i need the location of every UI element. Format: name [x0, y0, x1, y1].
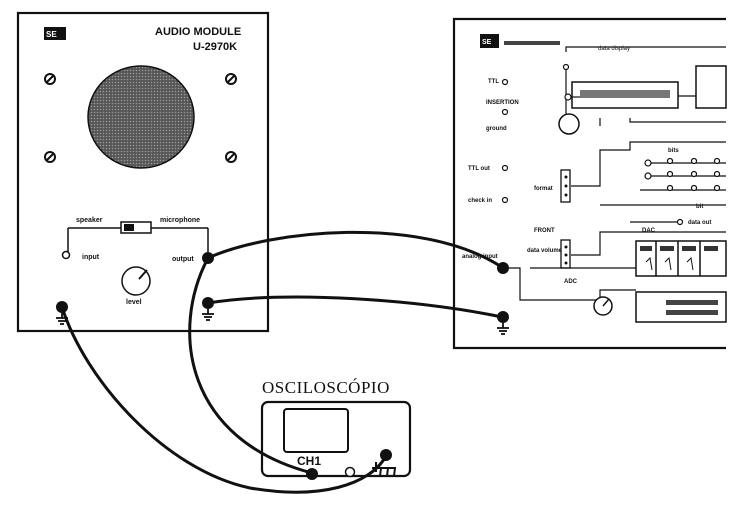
input-jack[interactable]	[61, 250, 71, 260]
switch-label-speaker: speaker	[76, 217, 103, 224]
dac-label: DAC	[642, 228, 656, 234]
bits-label: bits	[668, 148, 679, 154]
analog-input-label: analog input	[462, 254, 498, 260]
ttl-jack[interactable]	[501, 78, 509, 86]
oscilloscope-knob[interactable]	[344, 466, 356, 478]
ground-icon	[56, 313, 68, 325]
level-label: level	[126, 299, 142, 306]
analog-input-terminal[interactable]	[497, 262, 509, 274]
audio-module-panel: SE AUDIO MODULE U-2970K speaker micropho…	[16, 11, 270, 333]
oscilloscope-title: OSCILOSCÓPIO	[262, 378, 390, 397]
ttl-out-label: TTL out	[468, 166, 490, 172]
mounting-screws	[44, 73, 237, 163]
format-label: format	[534, 186, 553, 192]
connection-wires	[60, 230, 504, 494]
ttl-out-jack[interactable]	[501, 164, 509, 172]
brand-logo-digital	[480, 34, 499, 48]
audio-ground-terminal-left[interactable]	[56, 301, 68, 313]
ttl-label: TTL	[488, 79, 499, 85]
speaker-grille	[87, 65, 195, 169]
bit-switch-array	[640, 157, 726, 192]
oscilloscope: CH1	[260, 400, 412, 478]
mode-switch[interactable]	[120, 221, 152, 234]
ground-icon	[497, 323, 509, 335]
data-out-label: data out	[688, 220, 711, 226]
audio-module-title: AUDIO MODULE	[155, 26, 241, 38]
oscilloscope-screen	[283, 408, 349, 453]
insertion-label: INSERTION	[486, 100, 519, 106]
output-label: output	[172, 256, 194, 263]
wire-ground-to-scope-ground	[60, 305, 388, 494]
front-label: FRONT	[534, 228, 555, 234]
check-in-jack[interactable]	[501, 196, 509, 204]
scope-ground-terminal[interactable]	[380, 449, 392, 461]
audio-output-terminal[interactable]	[202, 252, 214, 264]
clock-knob[interactable]	[558, 113, 580, 135]
dac-output-slots	[635, 240, 727, 277]
adc-label: ADC	[564, 279, 578, 285]
scope-ch1-terminal[interactable]	[306, 468, 318, 480]
brand-logo-audio	[44, 27, 66, 40]
wire-output-to-ch1	[188, 256, 314, 475]
side-display-box	[695, 65, 727, 109]
bit-label: bit	[696, 204, 703, 210]
switch-label-microphone: microphone	[160, 217, 200, 224]
oscilloscope-ch1-label: CH1	[297, 454, 321, 468]
audio-module-model: U-2970K	[193, 41, 237, 53]
brand-logo-text-audio: SE	[46, 30, 57, 39]
digital-ground-terminal[interactable]	[497, 311, 509, 323]
output-display-box	[635, 291, 727, 323]
data-volume-label: data volume	[527, 248, 563, 254]
terminals	[56, 252, 509, 480]
audio-ground-terminal-right[interactable]	[202, 297, 214, 309]
wire-ground-to-ground	[206, 295, 504, 319]
ground-symbols	[56, 309, 509, 335]
wire-output-to-analog-input	[206, 230, 502, 268]
data-display-label: data display	[598, 46, 630, 52]
ground-icon	[202, 309, 214, 321]
ground-label: ground	[486, 126, 507, 132]
digital-module-title-blur	[504, 41, 560, 45]
check-in-label: check in	[468, 198, 492, 204]
digital-module-panel: SE data display TTL INSERTION ground TTL…	[452, 17, 727, 350]
brand-logo-text-digital: SE	[482, 39, 492, 46]
input-label: input	[82, 254, 100, 261]
